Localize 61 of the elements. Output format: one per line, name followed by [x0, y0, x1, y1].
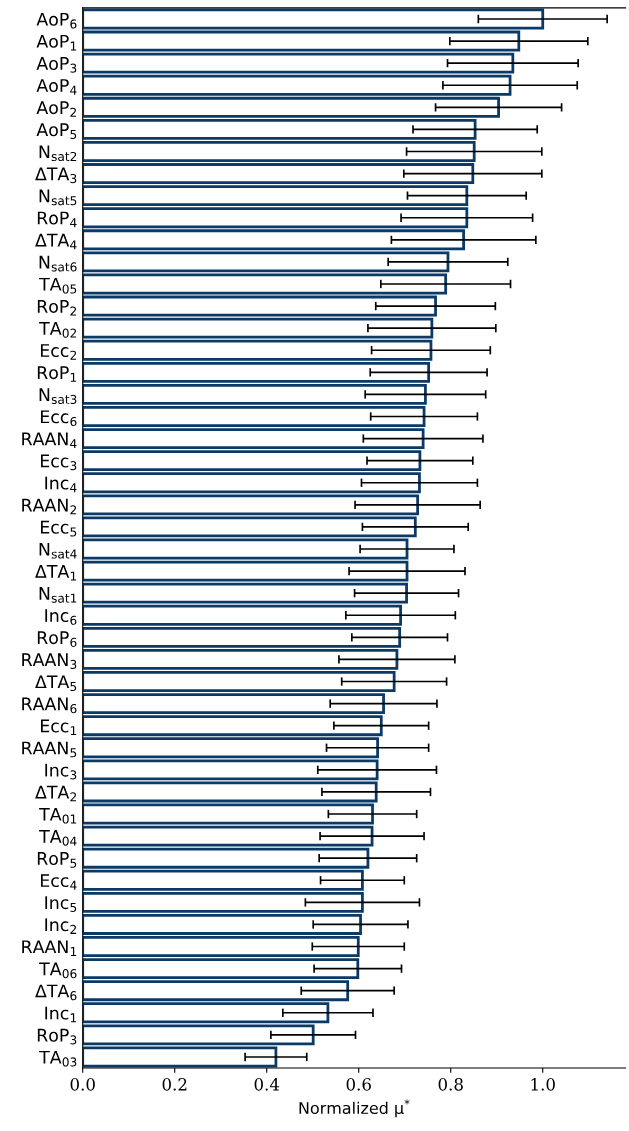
bar	[82, 30, 521, 52]
y-tick-label: ΔTA$_{5}$	[35, 675, 77, 692]
y-tick-label: RoP$_{1}$	[37, 366, 77, 382]
y-tick-label: RAAN$_{5}$	[22, 741, 77, 758]
y-tick-label: ΔTA$_{6}$	[35, 984, 77, 1001]
y-tick-label: Inc$_{4}$	[45, 476, 77, 493]
y-tick-label: Inc$_{2}$	[45, 918, 76, 934]
y-tick-label: AoP$_{2}$	[36, 101, 77, 117]
y-tick-label: N$_{sat6}$	[39, 255, 77, 272]
y-tick-label: TA$_{06}$	[39, 962, 77, 979]
y-tick-label: ΔTA$_{2}$	[35, 785, 77, 802]
bar	[82, 273, 448, 295]
y-tick-label: Ecc$_{6}$	[41, 410, 77, 427]
y-tick-label: ΔTA$_{1}$	[35, 565, 77, 581]
bar	[82, 8, 545, 30]
y-tick-label: N$_{sat2}$	[39, 145, 77, 162]
y-tick-label: RAAN$_{4}$	[22, 432, 77, 448]
x-tick-label: 0.2	[162, 1078, 187, 1091]
y-tick-label: TA$_{03}$	[39, 1050, 77, 1067]
y-tick-label: Ecc$_{1}$	[41, 719, 77, 736]
y-tick-label: N$_{sat3}$	[39, 388, 77, 405]
bar	[82, 803, 374, 825]
y-tick-label: Inc$_{6}$	[45, 609, 77, 625]
y-tick-label: RAAN$_{1}$	[22, 940, 77, 956]
y-tick-label: Inc$_{1}$	[45, 1006, 77, 1023]
x-axis-title: Normalized μ$^{*}$	[299, 1099, 410, 1118]
y-tick-label: TA$_{05}$	[39, 277, 77, 294]
y-tick-label: RAAN$_{3}$	[22, 653, 77, 670]
y-tick-label: AoP$_{1}$	[36, 34, 77, 51]
x-tick-label: 0.4	[254, 1078, 280, 1091]
y-tick-label: AoP$_{4}$	[36, 79, 77, 95]
y-tick-label: RAAN$_{2}$	[22, 498, 77, 515]
x-tick-label: 0.8	[438, 1078, 463, 1091]
y-tick-label: RoP$_{4}$	[37, 211, 77, 228]
bar	[82, 1046, 278, 1068]
y-tick-label: Ecc$_{2}$	[41, 344, 77, 360]
y-tick-label: Inc$_{3}$	[45, 763, 77, 780]
y-tick-label: TA$_{04}$	[39, 830, 77, 846]
y-tick-label: Ecc$_{5}$	[41, 520, 77, 537]
y-tick-label: Inc$_{5}$	[45, 896, 77, 912]
y-tick-label: AoP$_{6}$	[36, 12, 77, 29]
y-tick-label: AoP$_{3}$	[36, 57, 77, 73]
y-tick-label: ΔTA$_{4}$	[35, 233, 77, 250]
x-tick-label: 1.0	[531, 1078, 555, 1091]
y-tick-label: RoP$_{2}$	[37, 299, 77, 316]
y-tick-label: RoP$_{6}$	[37, 631, 77, 647]
y-tick-label: TA$_{02}$	[39, 322, 77, 338]
y-tick-label: TA$_{01}$	[39, 807, 77, 824]
y-tick-label: N$_{sat4}$	[39, 542, 77, 559]
x-tick-label: 0.6	[346, 1078, 371, 1091]
bar	[82, 538, 409, 560]
x-tick-label: 0.0	[70, 1078, 95, 1091]
y-tick-label: RoP$_{5}$	[37, 852, 77, 868]
y-tick-label: Ecc$_{3}$	[41, 454, 77, 471]
y-tick-label: ΔTA$_{3}$	[35, 167, 77, 184]
y-tick-label: AoP$_{5}$	[36, 123, 77, 139]
y-tick-label: Ecc$_{4}$	[41, 874, 77, 890]
y-tick-label: N$_{sat5}$	[39, 189, 77, 206]
y-tick-label: RAAN$_{6}$	[22, 697, 77, 714]
y-tick-label: N$_{sat1}$	[39, 587, 77, 603]
y-tick-label: RoP$_{3}$	[37, 1028, 77, 1045]
